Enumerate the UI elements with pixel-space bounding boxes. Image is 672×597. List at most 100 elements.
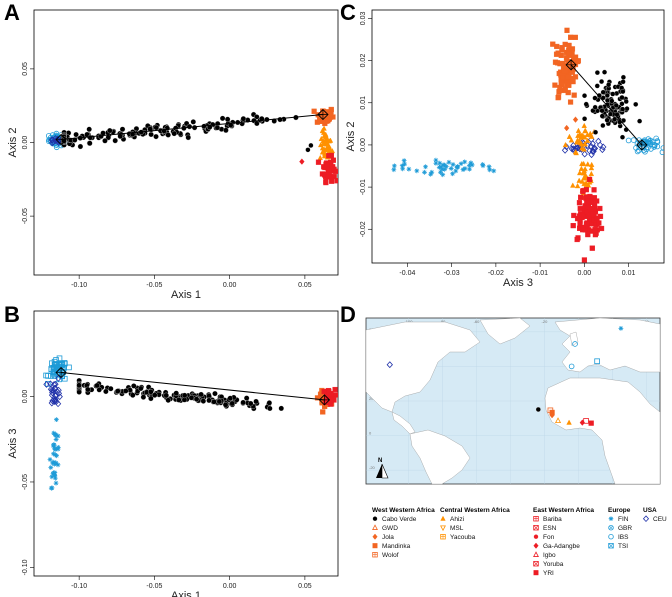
legend-marker	[608, 525, 614, 531]
data-point	[577, 220, 583, 227]
data-point	[577, 131, 583, 137]
data-point	[448, 166, 454, 171]
legend-item-label: Fon	[543, 534, 555, 541]
centroid-line	[570, 64, 643, 146]
data-point	[247, 400, 254, 407]
y-tick-label: -0.01	[360, 179, 367, 195]
data-point	[570, 182, 576, 188]
data-point	[571, 92, 577, 98]
data-point	[576, 177, 582, 183]
data-point	[592, 95, 598, 101]
map-marker	[386, 361, 393, 369]
y-tick-label: 0.01	[360, 96, 367, 110]
data-point	[619, 134, 626, 140]
data-point	[586, 179, 593, 185]
data-point	[466, 163, 472, 168]
data-point	[625, 137, 632, 144]
data-point	[87, 134, 94, 141]
data-point	[437, 160, 443, 166]
map-marker	[583, 418, 589, 424]
legend-item-label: Yoruba	[543, 561, 564, 568]
data-point	[85, 386, 91, 393]
legend-marker	[533, 561, 539, 567]
data-point	[102, 137, 108, 144]
data-point	[578, 194, 584, 200]
data-point	[660, 145, 664, 151]
legend-item: MSL	[440, 525, 464, 532]
data-point	[653, 135, 659, 142]
data-point	[429, 169, 435, 175]
data-point	[331, 173, 337, 180]
map-marker	[535, 406, 541, 413]
centroid-line	[61, 114, 323, 141]
data-point	[576, 169, 583, 176]
data-point	[462, 159, 468, 165]
legend-item: Igbo	[533, 551, 556, 559]
data-point	[54, 417, 59, 423]
legend-item: Wolof	[372, 552, 399, 559]
plot-area	[371, 9, 665, 264]
data-point	[581, 257, 588, 263]
x-tick-label: 0.01	[622, 270, 636, 277]
data-point	[320, 409, 326, 415]
data-point	[564, 124, 570, 132]
data-point	[171, 130, 177, 137]
data-point	[480, 162, 486, 167]
map-lat-label: 0	[369, 431, 372, 436]
data-point	[51, 365, 57, 371]
data-point	[567, 99, 574, 105]
data-point	[438, 164, 444, 170]
legend-item: FIN	[608, 516, 629, 523]
data-point	[588, 170, 595, 177]
data-point	[602, 69, 608, 75]
map-lat-label: -20	[369, 465, 376, 470]
data-point	[198, 391, 204, 398]
data-point	[554, 60, 561, 66]
x-tick-label: -0.10	[71, 583, 87, 590]
data-point	[53, 480, 59, 486]
legend-marker	[440, 525, 446, 532]
data-point	[450, 162, 456, 167]
data-point	[596, 220, 602, 226]
data-point	[52, 447, 58, 452]
data-point	[581, 150, 588, 158]
data-point	[579, 178, 585, 184]
legend-marker	[533, 525, 539, 531]
data-point	[586, 176, 593, 183]
legend-marker	[608, 516, 614, 521]
map-marker	[588, 420, 594, 426]
data-point	[633, 101, 639, 107]
data-point	[185, 134, 192, 141]
data-point	[181, 392, 188, 399]
data-point	[558, 52, 564, 58]
data-point	[565, 89, 571, 96]
data-point	[48, 136, 56, 144]
data-point	[460, 167, 466, 173]
legend-item-label: Ga-Adangbe	[543, 543, 580, 550]
data-point	[642, 140, 648, 147]
data-point	[574, 236, 580, 243]
data-point	[585, 161, 591, 167]
map-marker	[549, 411, 555, 419]
data-point	[51, 430, 57, 436]
data-point	[562, 86, 568, 92]
data-point	[52, 395, 59, 403]
centroid-line	[61, 372, 325, 401]
data-point	[148, 131, 154, 138]
data-point	[317, 118, 323, 125]
data-point	[305, 147, 311, 153]
x-tick-label: 0.00	[223, 583, 237, 590]
legend-item: GBR	[608, 525, 632, 532]
data-point	[402, 161, 408, 167]
data-point	[650, 139, 656, 145]
panel-label-d: D	[340, 302, 356, 327]
data-point	[581, 93, 588, 99]
data-point	[582, 166, 588, 172]
data-point	[575, 58, 581, 64]
centroid-marker	[55, 133, 67, 146]
data-point	[140, 394, 147, 400]
data-point	[574, 144, 581, 152]
data-point	[333, 168, 338, 174]
data-point	[119, 126, 126, 132]
data-point	[103, 388, 109, 395]
